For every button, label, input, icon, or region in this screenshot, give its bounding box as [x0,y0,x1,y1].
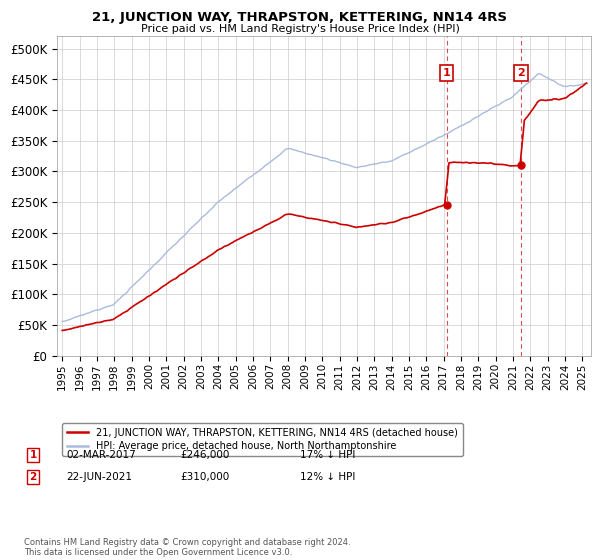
Text: 22-JUN-2021: 22-JUN-2021 [66,472,132,482]
Text: 1: 1 [443,68,451,78]
Text: 12% ↓ HPI: 12% ↓ HPI [300,472,355,482]
Text: 2: 2 [29,472,37,482]
Text: 21, JUNCTION WAY, THRAPSTON, KETTERING, NN14 4RS: 21, JUNCTION WAY, THRAPSTON, KETTERING, … [92,11,508,24]
Text: Price paid vs. HM Land Registry's House Price Index (HPI): Price paid vs. HM Land Registry's House … [140,24,460,34]
Legend: 21, JUNCTION WAY, THRAPSTON, KETTERING, NN14 4RS (detached house), HPI: Average : 21, JUNCTION WAY, THRAPSTON, KETTERING, … [62,423,463,456]
Text: 1: 1 [29,450,37,460]
Text: 2: 2 [517,68,525,78]
Text: 02-MAR-2017: 02-MAR-2017 [66,450,136,460]
Text: Contains HM Land Registry data © Crown copyright and database right 2024.
This d: Contains HM Land Registry data © Crown c… [24,538,350,557]
Text: £246,000: £246,000 [180,450,229,460]
Text: 17% ↓ HPI: 17% ↓ HPI [300,450,355,460]
Text: £310,000: £310,000 [180,472,229,482]
